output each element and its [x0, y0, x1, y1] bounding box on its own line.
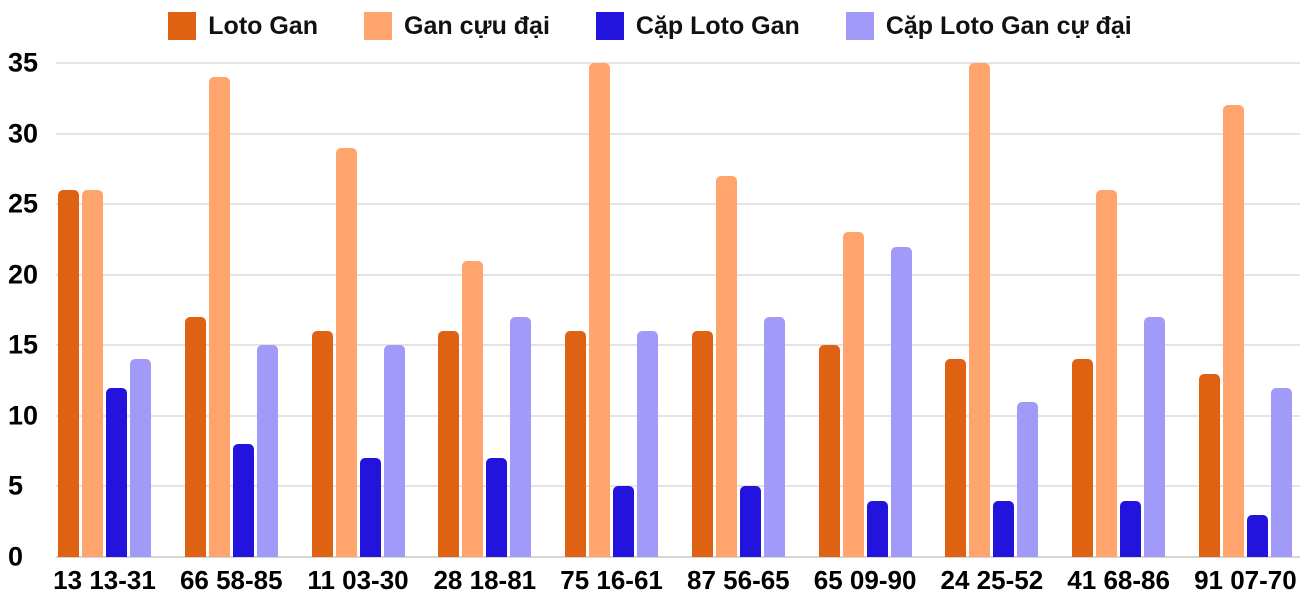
legend-swatch-icon — [595, 12, 624, 40]
legend-swatch-icon — [364, 12, 392, 40]
y-axis-labels: 0 5 10 15 20 25 30 35 — [0, 49, 44, 570]
bar-groups — [50, 63, 1300, 557]
bar-group-5 — [565, 63, 659, 557]
bar-series2-group1 — [82, 190, 103, 557]
y-tick-label-0: 0 — [8, 541, 24, 572]
x-tick-label-8: 24 25-52 — [940, 565, 1044, 595]
chart-legend: Loto Gan Gan cựu đại Cặp Loto Gan Cặp Loto … — [0, 8, 1300, 44]
bar-group-10 — [1198, 63, 1292, 557]
bar-series2-group9 — [1096, 190, 1118, 557]
y-tick-label-10: 10 — [8, 400, 39, 431]
bar-group-9 — [1072, 63, 1166, 557]
bar-series3-group8 — [993, 500, 1015, 557]
legend-item-4[interactable]: Cặp Loto Gan cự đại — [845, 11, 1132, 41]
bar-series2-group10 — [1222, 105, 1244, 557]
bar-group-6 — [691, 63, 785, 557]
gridline-20 — [56, 273, 1300, 276]
bar-series1-group4 — [438, 331, 460, 557]
legend-item-3[interactable]: Cặp Loto Gan — [595, 11, 800, 41]
gridline-0 — [56, 556, 1300, 558]
bar-series1-group10 — [1198, 373, 1220, 557]
y-tick-label-35: 35 — [8, 47, 39, 78]
legend-swatch-icon — [168, 12, 197, 40]
bar-series3-group2 — [232, 444, 254, 557]
bar-series1-group1 — [58, 190, 79, 557]
bar-series4-group7 — [890, 246, 912, 557]
legend-label: Cặp Loto Gan cự đại — [885, 11, 1132, 40]
bar-series4-group9 — [1144, 317, 1166, 557]
bar-series3-group7 — [866, 500, 888, 557]
bar-series3-group4 — [486, 458, 508, 557]
x-tick-label-10: 91 07-70 — [1194, 565, 1297, 595]
bar-series4-group3 — [383, 345, 405, 557]
bar-series3-group6 — [739, 486, 761, 557]
bar-series4-group1 — [130, 359, 151, 557]
bar-series3-group1 — [106, 387, 127, 557]
bar-series2-group5 — [589, 63, 611, 557]
gridline-10 — [56, 414, 1300, 417]
bar-series3-group5 — [613, 486, 635, 557]
y-tick-label-5: 5 — [8, 470, 24, 501]
bar-series2-group8 — [969, 63, 991, 557]
gridline-35 — [56, 62, 1300, 64]
bar-group-1 — [58, 63, 151, 557]
bar-series1-group8 — [945, 359, 967, 557]
y-tick-label-25: 25 — [8, 188, 39, 219]
y-tick-label-15: 15 — [8, 329, 39, 360]
gridline-15 — [56, 344, 1300, 347]
x-tick-label-1: 13 13-31 — [53, 565, 156, 595]
legend-label: Loto Gan — [208, 11, 318, 40]
bar-series2-group4 — [462, 260, 484, 557]
bar-series1-group6 — [691, 331, 713, 557]
bar-group-3 — [311, 63, 405, 557]
x-axis-labels: 13 13-31 66 58-85 11 03-30 28 18-81 75 16-61… — [50, 563, 1300, 597]
bar-series4-group6 — [763, 317, 785, 557]
y-tick-label-30: 30 — [8, 118, 39, 149]
bar-series1-group2 — [184, 317, 206, 557]
legend-swatch-icon — [845, 12, 874, 40]
bar-group-7 — [818, 63, 912, 557]
legend-item-2[interactable]: Gan cựu đại — [364, 12, 550, 41]
x-tick-label-9: 41 68-86 — [1067, 565, 1170, 595]
gridline-5 — [56, 485, 1300, 488]
bar-series1-group3 — [311, 331, 333, 557]
x-tick-label-6: 87 56-65 — [687, 565, 790, 595]
plot-area — [50, 62, 1300, 558]
bar-group-4 — [438, 63, 532, 557]
y-tick-label-20: 20 — [8, 259, 39, 290]
x-tick-label-5: 75 16-61 — [560, 565, 663, 595]
gridline-30 — [56, 132, 1300, 135]
legend-label: Cặp Loto Gan — [635, 11, 800, 40]
bar-series1-group7 — [818, 345, 840, 557]
bar-series4-group2 — [256, 345, 278, 557]
bar-group-8 — [945, 63, 1039, 557]
bar-series3-group10 — [1246, 514, 1268, 557]
x-tick-label-4: 28 18-81 — [433, 565, 537, 595]
x-tick-label-7: 65 09-90 — [813, 565, 917, 595]
bar-series1-group9 — [1072, 359, 1094, 557]
legend-label: Gan cựu đại — [404, 11, 550, 40]
bar-series4-group10 — [1270, 387, 1292, 557]
x-tick-label-2: 66 58-85 — [179, 565, 283, 595]
bar-series3-group3 — [359, 458, 381, 557]
x-tick-label-3: 11 03-30 — [307, 565, 409, 595]
bar-series1-group5 — [565, 331, 587, 557]
bar-group-2 — [184, 63, 278, 557]
gridline-25 — [56, 203, 1300, 206]
bar-series4-group4 — [510, 317, 532, 557]
bar-series3-group9 — [1120, 500, 1142, 557]
legend-item-1[interactable]: Loto Gan — [168, 12, 318, 41]
bar-series2-group2 — [208, 77, 230, 557]
bar-series2-group7 — [842, 232, 864, 557]
bar-series4-group8 — [1017, 401, 1039, 557]
bar-series2-group6 — [715, 175, 737, 557]
bar-series4-group5 — [637, 331, 659, 557]
bar-series2-group3 — [335, 147, 357, 557]
